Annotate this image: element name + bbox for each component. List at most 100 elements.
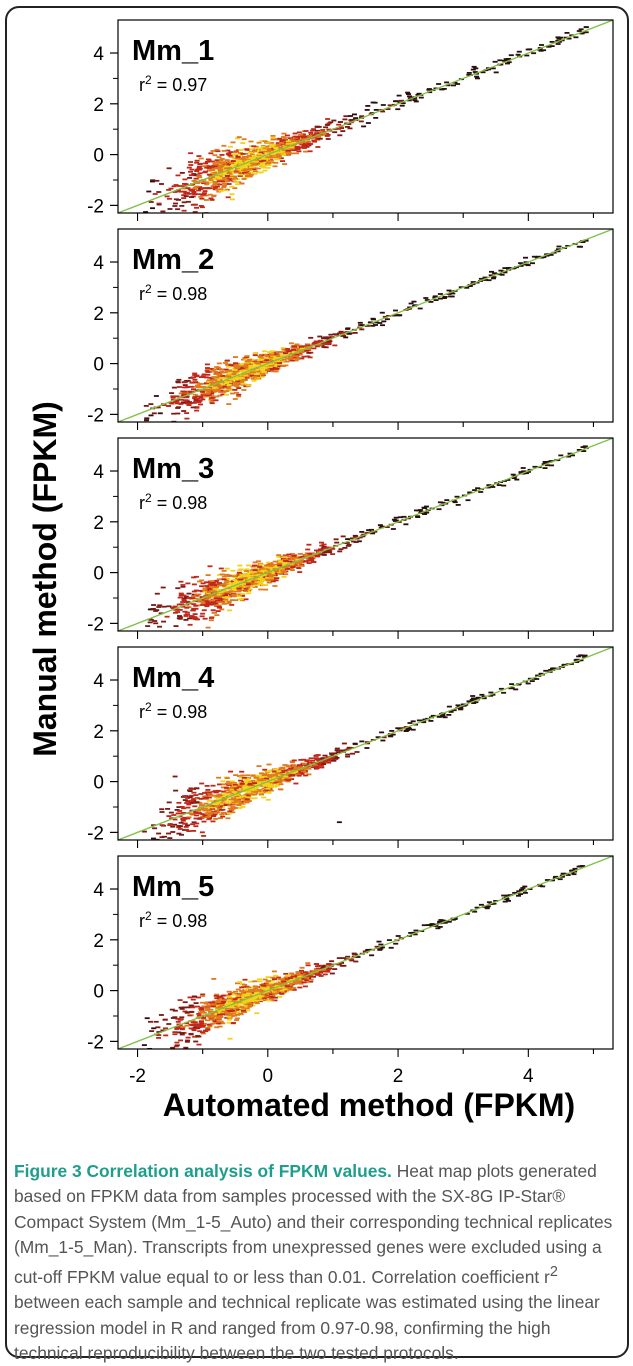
data-point (455, 496, 460, 498)
data-point (237, 789, 242, 791)
data-point (205, 187, 210, 189)
data-point (419, 97, 424, 99)
data-point (346, 545, 351, 547)
data-point (166, 815, 171, 817)
data-point (335, 750, 340, 752)
data-point (241, 593, 246, 595)
data-point (209, 619, 214, 621)
data-point (212, 172, 217, 174)
data-point (315, 126, 320, 128)
data-point (184, 418, 189, 420)
data-point (214, 614, 219, 616)
data-point (260, 163, 265, 165)
data-point (188, 796, 193, 798)
data-point (380, 324, 385, 326)
data-point (336, 124, 341, 126)
data-point (249, 166, 254, 168)
data-point (185, 824, 190, 826)
data-point (186, 380, 191, 382)
data-point (290, 774, 295, 776)
data-point (167, 167, 172, 169)
data-point (240, 142, 245, 144)
y-tick-label: 2 (93, 95, 104, 116)
data-point (293, 355, 298, 357)
data-point (225, 568, 230, 570)
data-point (412, 99, 417, 101)
data-point (184, 183, 189, 185)
data-point (284, 361, 289, 363)
data-point (437, 508, 442, 510)
data-point (197, 166, 202, 168)
data-point (338, 121, 343, 123)
data-point (274, 577, 279, 579)
data-point (202, 821, 207, 823)
data-point (341, 957, 346, 959)
data-point (213, 162, 218, 164)
data-point (182, 611, 187, 613)
data-point (225, 370, 230, 372)
data-point (266, 164, 271, 166)
data-point (231, 160, 236, 162)
data-point (229, 364, 234, 366)
y-tick-label: 2 (93, 722, 104, 743)
data-point (143, 427, 148, 429)
data-point (179, 1016, 184, 1018)
data-point (389, 730, 394, 732)
data-point (173, 776, 178, 778)
data-point (213, 165, 218, 167)
data-point (197, 164, 202, 166)
data-point (258, 981, 263, 983)
data-point (434, 299, 439, 301)
data-point (210, 580, 215, 582)
data-point (254, 777, 259, 779)
data-point (216, 777, 221, 779)
data-point (232, 389, 237, 391)
data-point (352, 114, 357, 116)
data-point (259, 172, 264, 174)
r2-value: = 0.98 (152, 493, 208, 513)
data-point (233, 178, 238, 180)
data-point (176, 382, 181, 384)
data-point (208, 152, 213, 154)
data-point (286, 779, 291, 781)
data-point (256, 168, 261, 170)
data-point (200, 399, 205, 401)
data-point (289, 153, 294, 155)
r2-value: = 0.98 (152, 702, 208, 722)
data-point (247, 384, 252, 386)
data-point (154, 213, 159, 215)
data-point (289, 147, 294, 149)
data-point (230, 175, 235, 177)
data-point (359, 741, 364, 743)
data-point (348, 115, 353, 117)
data-point (227, 172, 232, 174)
data-point (380, 312, 385, 314)
data-point (203, 190, 208, 192)
data-point (215, 596, 220, 598)
data-point (200, 604, 205, 606)
data-point (209, 617, 214, 619)
data-point (232, 575, 237, 577)
data-point (218, 817, 223, 819)
data-point (228, 808, 233, 810)
data-point (269, 784, 274, 786)
data-point (304, 760, 309, 762)
data-point (150, 207, 155, 209)
data-point (234, 181, 239, 183)
data-point (266, 156, 271, 158)
data-point (241, 380, 246, 382)
data-point (332, 131, 337, 133)
data-point (169, 392, 174, 394)
data-point (219, 814, 224, 816)
data-point (269, 354, 274, 356)
data-point (298, 553, 303, 555)
data-point (531, 52, 536, 54)
data-point (497, 59, 502, 61)
data-point (584, 26, 589, 28)
data-point (444, 499, 449, 501)
data-point (330, 553, 335, 555)
data-point (294, 152, 299, 154)
data-point (260, 373, 265, 375)
data-point (202, 609, 207, 611)
data-point (202, 374, 207, 376)
